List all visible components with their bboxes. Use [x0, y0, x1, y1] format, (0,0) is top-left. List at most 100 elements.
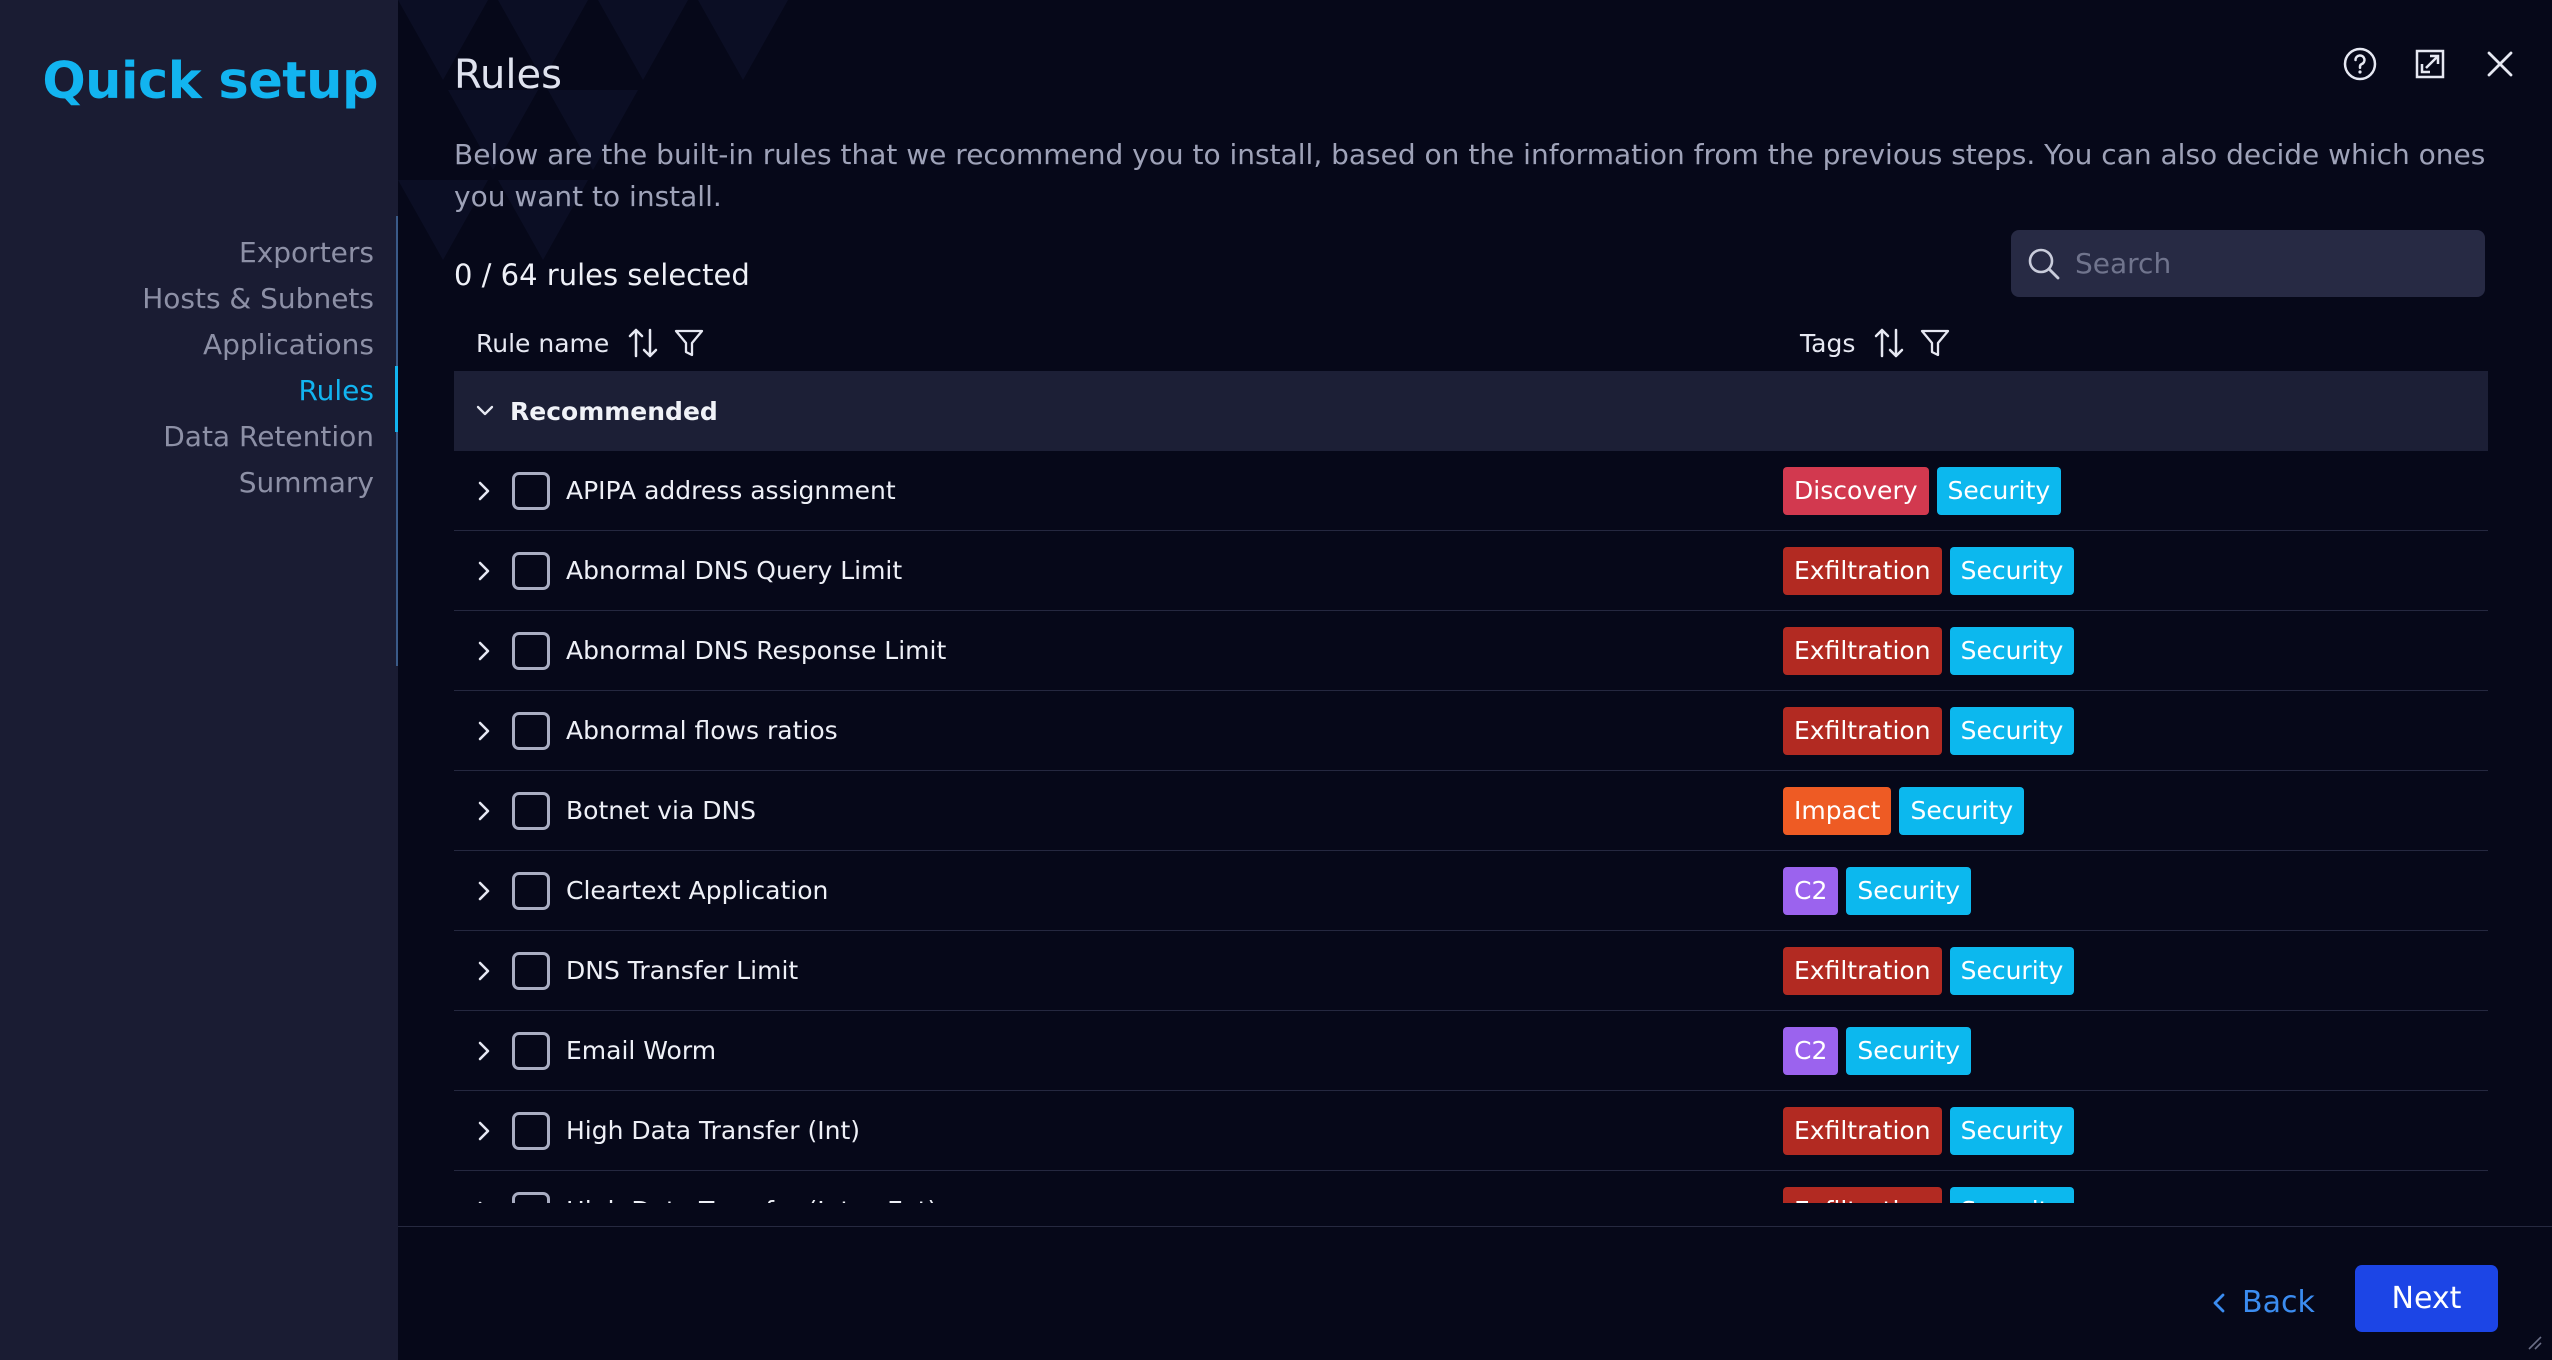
chevron-right-icon[interactable]	[472, 717, 496, 745]
row-checkbox[interactable]	[512, 871, 550, 910]
table-row[interactable]: Cleartext Application C2 Security	[454, 851, 2488, 931]
rule-name: Abnormal DNS Query Limit	[566, 556, 903, 585]
tag-security: Security	[1949, 1186, 2075, 1203]
rule-name: Email Worm	[566, 1036, 717, 1065]
search-input[interactable]	[2075, 247, 2475, 280]
tag-c2: C2	[1783, 866, 1839, 915]
main-panel: Rules Below are the built-in rules that …	[398, 0, 2552, 1360]
chevron-right-icon[interactable]	[472, 557, 496, 585]
tag-security: Security	[1899, 786, 2025, 835]
row-checkbox[interactable]	[512, 1191, 550, 1203]
chevron-right-icon[interactable]	[472, 477, 496, 505]
sort-icon[interactable]	[1873, 326, 1905, 360]
step-rules[interactable]: Rules	[298, 374, 374, 407]
search-icon	[2028, 248, 2060, 279]
window-controls	[2342, 46, 2518, 82]
resize-handle-icon[interactable]	[2524, 1332, 2542, 1350]
sort-icon[interactable]	[627, 326, 659, 360]
filter-icon[interactable]	[673, 326, 705, 360]
tag-exfiltration: Exfiltration	[1783, 1106, 1942, 1155]
tag-c2: C2	[1783, 1026, 1839, 1075]
row-checkbox[interactable]	[512, 471, 550, 510]
tag-security: Security	[1846, 1026, 1972, 1075]
chevron-right-icon[interactable]	[472, 637, 496, 665]
chevron-right-icon[interactable]	[472, 1117, 496, 1145]
table-row[interactable]: Email Worm C2 Security	[454, 1011, 2488, 1091]
tag-security: Security	[1846, 866, 1972, 915]
row-checkbox[interactable]	[512, 711, 550, 750]
tag-exfiltration: Exfiltration	[1783, 946, 1942, 995]
row-checkbox[interactable]	[512, 951, 550, 990]
group-row-recommended[interactable]: Recommended	[454, 371, 2488, 451]
step-exporters[interactable]: Exporters	[239, 236, 374, 269]
footer: Back Next	[398, 1226, 2552, 1360]
rule-name: High Data Transfer (Int → Ext)	[566, 1196, 937, 1203]
rule-name: APIPA address assignment	[566, 476, 896, 505]
sidebar: Quick setup Exporters Hosts & Subnets Ap…	[0, 0, 398, 1360]
table-body: APIPA address assignment Discovery Securit…	[454, 451, 2488, 1203]
group-label: Recommended	[510, 396, 718, 426]
tag-security: Security	[1949, 706, 2075, 755]
search-box[interactable]	[2011, 230, 2485, 297]
column-header-rule-name: Rule name	[476, 322, 719, 364]
rule-name: Cleartext Application	[566, 876, 829, 905]
tag-exfiltration: Exfiltration	[1783, 626, 1942, 675]
table-row[interactable]: Abnormal DNS Response Limit Exfiltration S…	[454, 611, 2488, 691]
step-hosts-subnets[interactable]: Hosts & Subnets	[142, 282, 374, 315]
table-row[interactable]: Botnet via DNS Impact Security	[454, 771, 2488, 851]
chevron-right-icon[interactable]	[472, 1197, 496, 1204]
chevron-right-icon[interactable]	[472, 797, 496, 825]
row-checkbox[interactable]	[512, 631, 550, 670]
step-applications[interactable]: Applications	[202, 328, 374, 361]
chevron-right-icon[interactable]	[472, 957, 496, 985]
rule-name: DNS Transfer Limit	[566, 956, 799, 985]
tag-security: Security	[1936, 466, 2062, 515]
sidebar-title: Quick setup	[42, 52, 378, 111]
rules-table: Recommended APIPA address assignment Disc…	[454, 371, 2488, 1203]
expand-icon[interactable]	[2412, 46, 2448, 82]
row-checkbox[interactable]	[512, 551, 550, 590]
table-row[interactable]: APIPA address assignment Discovery Securit…	[454, 451, 2488, 531]
tag-discovery: Discovery	[1783, 466, 1929, 515]
help-icon[interactable]	[2342, 46, 2378, 82]
chevron-down-icon	[476, 405, 494, 416]
tag-list: Impact Security	[1783, 786, 2025, 835]
filter-icon[interactable]	[1919, 326, 1951, 360]
tag-security: Security	[1949, 1106, 2075, 1155]
step-data-retention[interactable]: Data Retention	[163, 420, 374, 453]
page-title: Rules	[454, 52, 562, 98]
row-checkbox[interactable]	[512, 1111, 550, 1150]
tag-list: Discovery Security	[1783, 466, 2062, 515]
row-checkbox[interactable]	[512, 791, 550, 830]
chevron-right-icon[interactable]	[472, 1037, 496, 1065]
table-row[interactable]: High Data Transfer (Int) Exfiltration Secu…	[454, 1091, 2488, 1171]
table-row[interactable]: DNS Transfer Limit Exfiltration Security	[454, 931, 2488, 1011]
table-row[interactable]: Abnormal flows ratios Exfiltration Securit…	[454, 691, 2488, 771]
tag-security: Security	[1949, 546, 2075, 595]
next-button[interactable]: Next	[2355, 1265, 2498, 1332]
page-description: Below are the built-in rules that we rec…	[454, 138, 2486, 213]
back-button[interactable]: Back	[2210, 1285, 2315, 1320]
tag-list: C2 Security	[1783, 1026, 1972, 1075]
steps-nav: Exporters Hosts & Subnets Applications R…	[0, 216, 398, 666]
column-header-tags: Tags	[1800, 322, 1965, 364]
step-summary[interactable]: Summary	[238, 466, 374, 499]
chevron-left-icon	[2213, 1293, 2225, 1312]
rule-name: Abnormal DNS Response Limit	[566, 636, 947, 665]
tag-impact: Impact	[1783, 786, 1892, 835]
close-icon[interactable]	[2482, 46, 2518, 82]
chevron-right-icon[interactable]	[472, 877, 496, 905]
row-checkbox[interactable]	[512, 1031, 550, 1070]
table-row[interactable]: High Data Transfer (Int → Ext) Exfiltrati…	[454, 1171, 2488, 1203]
column-label-rule-name: Rule name	[476, 328, 610, 358]
active-step-marker	[395, 366, 398, 432]
tag-list: C2 Security	[1783, 866, 1972, 915]
table-row[interactable]: Abnormal DNS Query Limit Exfiltration Secu…	[454, 531, 2488, 611]
tag-exfiltration: Exfiltration	[1783, 546, 1942, 595]
